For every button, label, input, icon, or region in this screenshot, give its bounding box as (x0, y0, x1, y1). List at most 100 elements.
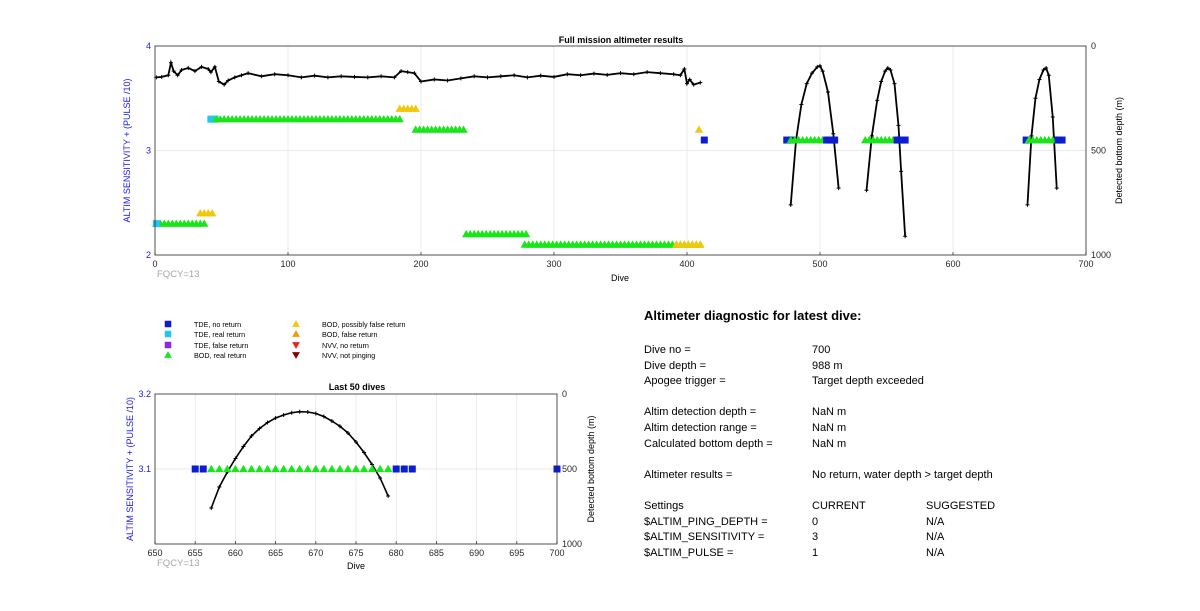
data-point-tde-real-return (207, 115, 215, 123)
chart-title: Last 50 dives (329, 382, 386, 392)
depth-point (1033, 96, 1038, 101)
x-tick-label: 660 (228, 548, 243, 558)
dive-depth-label: Dive depth = (644, 359, 707, 372)
depth-point (578, 73, 583, 78)
x-tick-label: 200 (413, 259, 428, 269)
apogee-row: Apogee trigger = Target depth exceeded (644, 374, 1064, 390)
dive-no-row: Dive no = 700 (644, 343, 1064, 359)
y-tick-label: 4 (146, 41, 151, 51)
data-point-bod-possibly-false (694, 125, 704, 133)
data-point-bod-possibly-false (696, 240, 705, 248)
depth-point (259, 74, 264, 79)
depth-point (512, 73, 517, 78)
depth-point (903, 234, 908, 239)
depth-point (241, 444, 246, 449)
setting-row-ping-depth: $ALTIM_PING_DEPTH = 0 N/A (644, 515, 1064, 531)
depth-point (289, 410, 294, 415)
depth-point (591, 71, 596, 76)
suggested-header: SUGGESTED (926, 499, 996, 512)
depth-point (879, 79, 884, 84)
data-point-bod-real-return (335, 464, 345, 473)
depth-point (386, 494, 391, 498)
settings-label: Settings (644, 499, 684, 512)
depth-point (232, 75, 237, 80)
depth-point (297, 409, 302, 414)
depth-point (313, 411, 318, 416)
altim-detection-depth-label: Altim detection depth = (644, 406, 757, 419)
data-point-tde-no-return (897, 136, 905, 144)
depth-point (1050, 115, 1055, 120)
data-point-bod-real-return (271, 464, 280, 473)
depth-point (820, 69, 825, 74)
data-point-bod-real-return (343, 464, 353, 473)
depth-point (538, 73, 543, 78)
fqcy-label: FQCY=13 (157, 269, 200, 280)
legend-marker (164, 320, 172, 328)
depth-point (645, 70, 650, 75)
depth-point (159, 74, 164, 79)
legend-marker (164, 351, 172, 358)
depth-point (419, 79, 423, 84)
y-tick-label: 3.2 (138, 389, 151, 399)
depth-point (815, 64, 820, 69)
depth-point (226, 78, 231, 83)
depth-point (305, 410, 310, 414)
depth-point (216, 79, 221, 84)
legend-label: NVV, not pinging (322, 351, 375, 360)
x-tick-label: 400 (679, 259, 694, 269)
y-tick-label: 3 (146, 146, 151, 156)
depth-point (864, 188, 869, 193)
depth-point (345, 431, 350, 435)
depth-point (687, 77, 692, 82)
depth-point (658, 71, 663, 76)
dive-no-value: 700 (812, 344, 831, 356)
data-point-bod-real-return (255, 464, 264, 473)
setting-suggested: N/A (926, 531, 945, 544)
apogee-value: Target depth exceeded (812, 375, 924, 388)
depth-point (179, 68, 184, 73)
depth-point (671, 72, 676, 77)
depth-point (825, 89, 830, 94)
calculated-bottom-depth-row: Calculated bottom depth = NaN m (644, 437, 1064, 453)
x-tick-label: 665 (268, 548, 283, 558)
legend-label: TDE, false return (194, 341, 248, 350)
x-tick-label: 680 (389, 548, 404, 558)
altimeter-results-row: Altimeter results = No return, water dep… (644, 468, 1064, 484)
y2-tick-label: 0 (1091, 41, 1096, 51)
data-point-bod-possibly-false (411, 104, 420, 112)
depth-point (312, 73, 317, 78)
depth-point (788, 202, 793, 207)
depth-point (257, 426, 262, 431)
depth-point (685, 81, 689, 86)
y2-tick-label: 1000 (562, 539, 582, 549)
data-point-tde-no-return (408, 465, 416, 473)
legend-label: NVV, no return (322, 341, 369, 350)
legend-label: BOD, false return (322, 330, 378, 339)
last-50-dives-chart: Last 50 dives 650 655 660 665 670 675 680 685 69… (125, 382, 596, 571)
depth-point (458, 76, 463, 81)
depth-point (265, 420, 270, 425)
setting-current: 3 (812, 531, 819, 544)
depth-point (605, 72, 610, 77)
depth-series-line (789, 64, 840, 205)
depth-point (836, 186, 841, 191)
data-point-tde-no-return (831, 136, 839, 144)
depth-point (329, 419, 334, 423)
depth-point (399, 69, 404, 74)
depth-series-line (210, 410, 389, 509)
legend-marker (164, 330, 172, 338)
x-tick-label: 500 (812, 259, 827, 269)
setting-row-sensitivity: $ALTIM_SENSITIVITY = 3 N/A (644, 530, 1064, 546)
setting-name: $ALTIM_PULSE = (644, 546, 734, 559)
data-point-bod-real-return (207, 464, 216, 473)
depth-point (378, 476, 383, 480)
depth-point (208, 70, 213, 75)
altim-detection-range-label: Altim detection range = (644, 421, 757, 434)
x-tick-label: 700 (1078, 259, 1093, 269)
data-point-bod-real-return (459, 125, 468, 133)
depth-point (1025, 202, 1030, 207)
altim-detection-range-row: Altim detection range = NaN m (644, 421, 1064, 437)
depth-point (199, 64, 204, 69)
data-point-tde-no-return (893, 136, 901, 144)
data-point-bod-real-return (383, 464, 393, 473)
